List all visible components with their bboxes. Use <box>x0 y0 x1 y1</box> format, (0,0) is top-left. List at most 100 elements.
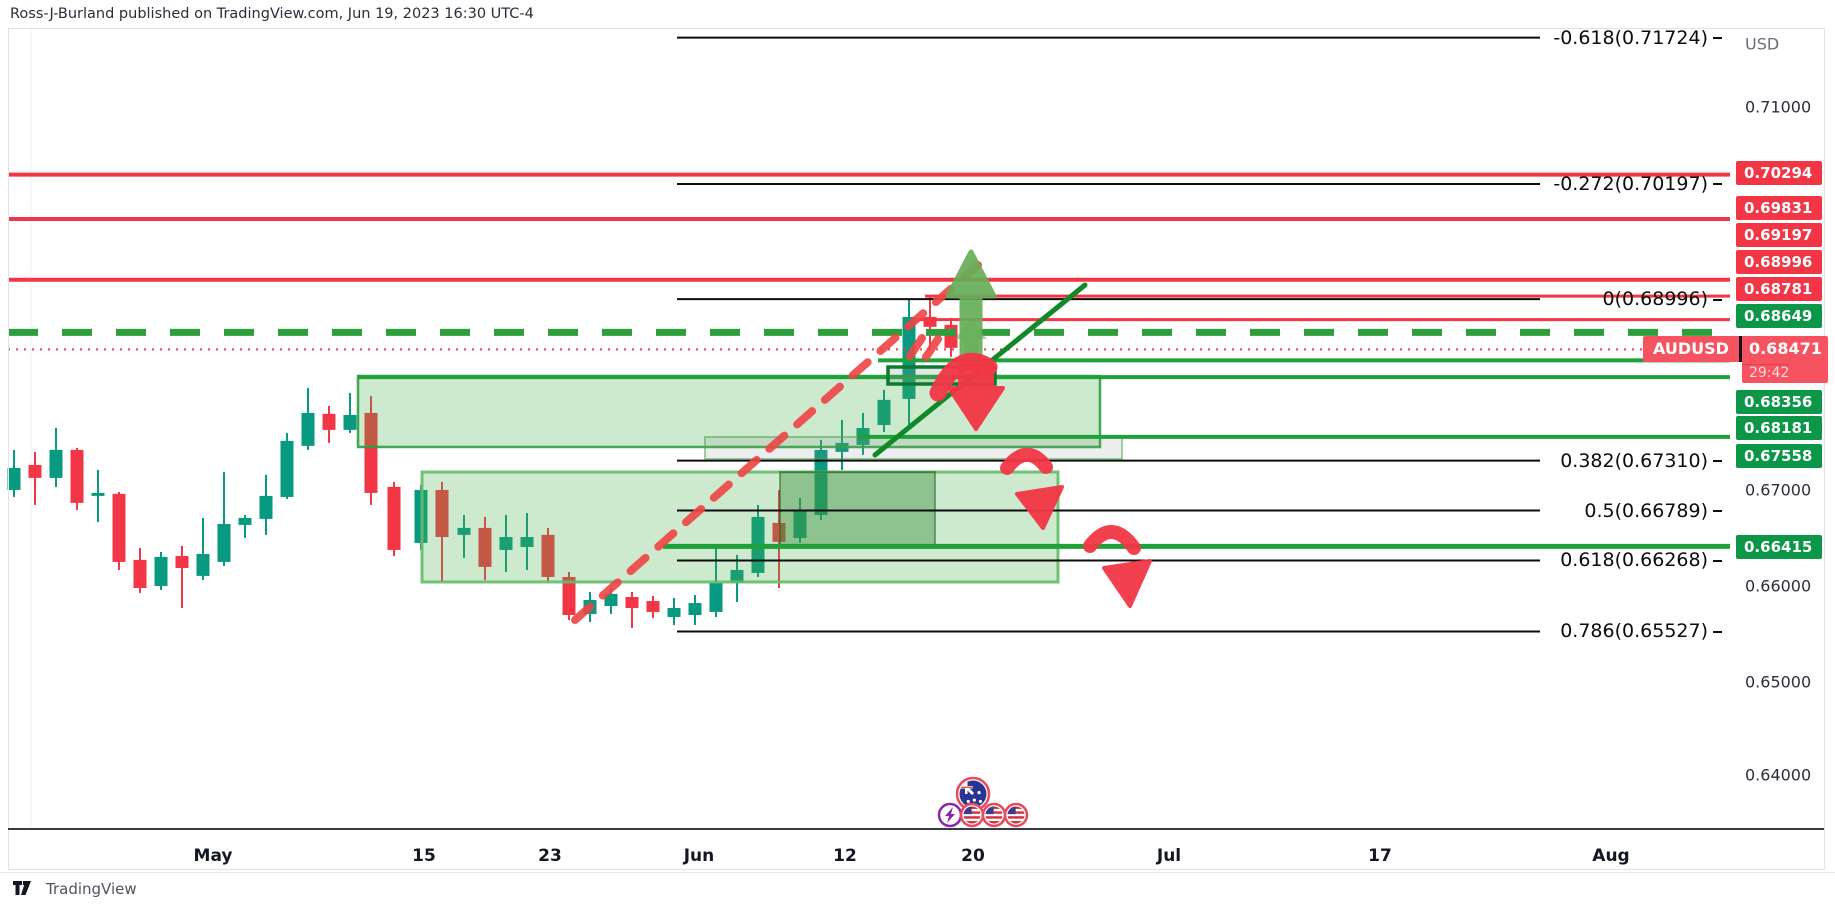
price-level-badge: 0.68356 <box>1736 390 1822 414</box>
candle-body <box>646 601 660 612</box>
price-axis-tick: 0.65000 <box>1745 672 1812 692</box>
candle[interactable] <box>646 595 660 618</box>
price-level-badge: 0.68181 <box>1736 416 1822 440</box>
time-axis-tick: Jul <box>1156 846 1182 866</box>
red-curved-arrow-2-arc <box>1083 525 1141 555</box>
fibonacci-level-label: 0(0.68996) <box>0 288 1722 310</box>
candle-body <box>457 527 471 535</box>
flag-stripe <box>1007 821 1025 824</box>
current-price-badge: AUDUSD 0.68471 29:42 <box>1643 336 1828 383</box>
candle[interactable] <box>944 317 958 357</box>
flag-stripe <box>1007 816 1025 819</box>
flag-stripe <box>985 806 1003 809</box>
candle-body <box>7 467 21 490</box>
candle-body <box>877 399 891 425</box>
time-axis-tick: May <box>193 846 233 866</box>
fibonacci-level-label: -0.618(0.71724) <box>0 27 1722 49</box>
price-axis-tick: 0.71000 <box>1745 97 1812 117</box>
candle[interactable] <box>877 389 891 432</box>
candle[interactable] <box>562 571 576 620</box>
candle-body <box>499 537 513 550</box>
red-trendline-stray-dash-1[interactable] <box>906 334 926 360</box>
flag-canton <box>1007 806 1016 815</box>
symbol-label: AUDUSD <box>1643 336 1739 362</box>
time-axis-tick: 20 <box>961 846 985 866</box>
candle-body <box>709 582 723 612</box>
bar-countdown: 29:42 <box>1741 364 1790 381</box>
candle-body <box>322 413 336 430</box>
green-up-arrow-small <box>955 319 987 356</box>
flag-stripe <box>1007 811 1025 814</box>
fibonacci-level-label: 0.618(0.66268) <box>0 549 1722 571</box>
fibonacci-level-label: 0.5(0.66789) <box>0 500 1722 522</box>
flag-canton <box>963 806 972 815</box>
watermark-divider <box>0 872 1835 873</box>
flag-stripe <box>985 821 1003 824</box>
candle-body <box>604 593 618 607</box>
price-axis-tick: 0.66000 <box>1745 576 1812 596</box>
flag-stripe <box>985 811 1003 814</box>
star-dot <box>972 798 976 802</box>
candle-body <box>91 492 105 496</box>
star-dot <box>966 799 970 804</box>
bolt-event-icon[interactable] <box>937 802 963 828</box>
time-axis-tick: Jun <box>683 846 715 866</box>
time-axis-tick: 15 <box>412 846 436 866</box>
lightning-bolt <box>945 807 955 823</box>
price-level-badge: 0.69831 <box>1736 196 1822 220</box>
price-axis-tick: 0.67000 <box>1745 480 1812 500</box>
candle-body <box>301 412 315 446</box>
candle-body <box>923 316 937 327</box>
tradingview-watermark[interactable]: TradingView <box>13 880 137 898</box>
price-level-badge: 0.68649 <box>1736 304 1822 328</box>
candle-body <box>625 596 639 609</box>
flag-stripe <box>1007 806 1025 809</box>
price-axis-tick: 0.64000 <box>1745 765 1812 785</box>
us-flag-event-icon[interactable] <box>959 802 985 828</box>
flag-stripe <box>963 806 981 809</box>
publish-attribution: Ross-J-Burland published on TradingView.… <box>10 6 534 22</box>
candle-body <box>562 576 576 616</box>
fibonacci-level-label: 0.786(0.65527) <box>0 620 1722 642</box>
us-flag-event-icon[interactable] <box>1003 802 1029 828</box>
candle[interactable] <box>322 405 336 443</box>
price-axis-tick: USD <box>1745 34 1780 54</box>
tradingview-logo-icon <box>13 881 31 895</box>
price-level-badge: 0.66415 <box>1736 535 1822 559</box>
candle-body <box>520 537 534 547</box>
candle-body <box>730 569 744 583</box>
time-axis-tick: 17 <box>1368 846 1392 866</box>
bolt-glyph <box>945 807 955 823</box>
us-flag-glyph <box>1007 806 1025 824</box>
us-flag-event-icon[interactable] <box>981 802 1007 828</box>
candle-body <box>667 608 681 618</box>
time-axis-tick: 23 <box>538 846 562 866</box>
price-level-badge: 0.70294 <box>1736 161 1822 185</box>
red-trendline-stray-dash-2[interactable] <box>922 335 942 361</box>
price-line-tick <box>1738 336 1742 362</box>
flag-stripe <box>985 816 1003 819</box>
candle[interactable] <box>301 387 315 450</box>
candle[interactable] <box>343 392 357 433</box>
candle-body <box>343 414 357 430</box>
price-level-badge: 0.69197 <box>1736 223 1822 247</box>
au-flag-glyph <box>959 780 987 808</box>
fibonacci-level-label: -0.272(0.70197) <box>0 173 1722 195</box>
time-axis-separator <box>8 828 1824 830</box>
fibonacci-level-label: 0.382(0.67310) <box>0 450 1722 472</box>
red-down-arrow-head <box>947 363 1005 431</box>
current-price-value: 0.68471 <box>1748 339 1822 358</box>
price-level-badge: 0.67558 <box>1736 444 1822 468</box>
flag-stripe <box>963 811 981 814</box>
candle-body <box>944 324 958 348</box>
star-dot <box>978 799 983 804</box>
flag-canton <box>985 806 994 815</box>
candle-body <box>688 603 702 616</box>
time-axis-tick: 12 <box>833 846 857 866</box>
flag-stripe <box>963 816 981 819</box>
price-level-badge: 0.68781 <box>1736 277 1822 301</box>
time-axis-tick: Aug <box>1592 846 1630 866</box>
flag-stripe <box>963 821 981 824</box>
star-dot <box>977 791 981 795</box>
